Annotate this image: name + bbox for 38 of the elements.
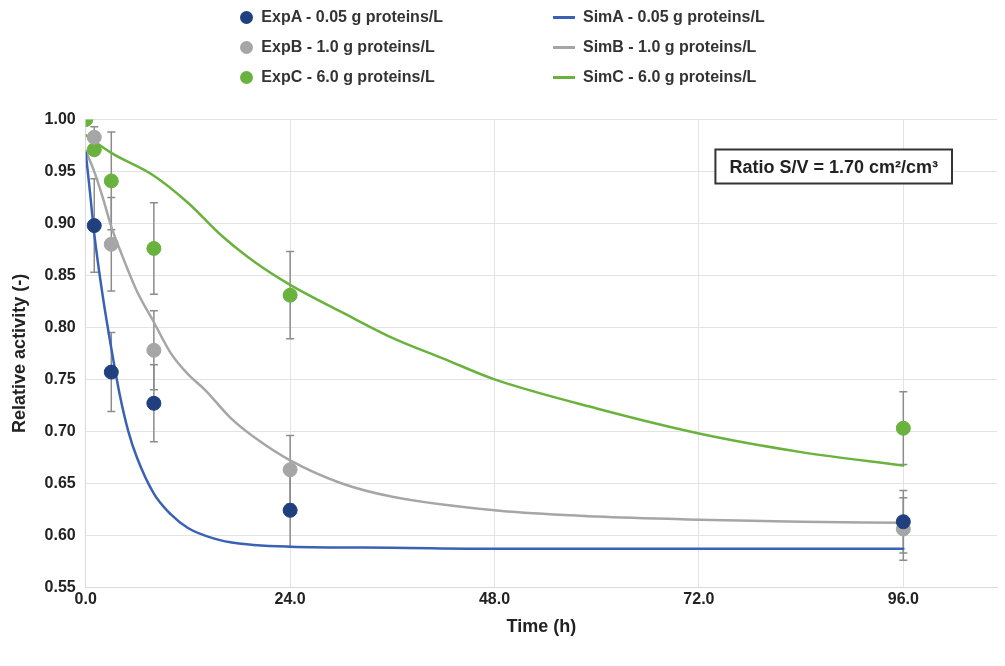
point xyxy=(86,218,102,234)
legend-label: SimB - 1.0 g proteins/L xyxy=(583,38,757,56)
y-axis-title: Relative activity (-) xyxy=(8,273,29,433)
y-tick-label: 0.55 xyxy=(44,577,76,595)
point xyxy=(895,420,911,436)
point xyxy=(282,287,298,303)
y-tick-label: 0.85 xyxy=(44,265,76,283)
annotation: Ratio S/V = 1.70 cm²/cm³ xyxy=(729,156,939,177)
y-tick-label: 1.00 xyxy=(44,110,76,128)
x-tick-label: 48.0 xyxy=(478,590,511,608)
legend-label: ExpC - 6.0 g proteins/L xyxy=(261,68,435,86)
y-tick-label: 0.90 xyxy=(44,213,76,231)
legend-label: ExpA - 0.05 g proteins/L xyxy=(261,8,443,26)
point xyxy=(146,395,162,411)
point xyxy=(103,173,119,189)
x-tick-label: 0.0 xyxy=(74,590,97,608)
point xyxy=(86,142,102,158)
legend-label: SimC - 6.0 g proteins/L xyxy=(583,68,757,86)
x-tick-label: 72.0 xyxy=(683,590,715,608)
point xyxy=(103,236,119,252)
y-tick-label: 0.70 xyxy=(44,421,76,439)
point xyxy=(146,342,162,358)
x-axis-title: Time (h) xyxy=(506,616,577,637)
y-tick-label: 0.80 xyxy=(44,317,76,335)
legend-label: SimA - 0.05 g proteins/L xyxy=(583,8,765,26)
point xyxy=(282,462,298,478)
point xyxy=(895,514,911,530)
y-tick-label: 0.95 xyxy=(44,161,76,179)
point xyxy=(146,240,162,256)
point xyxy=(103,364,119,380)
x-tick-label: 96.0 xyxy=(887,590,919,608)
point xyxy=(86,129,102,145)
y-tick-label: 0.60 xyxy=(44,525,76,543)
legend-label: ExpB - 1.0 g proteins/L xyxy=(261,38,435,56)
point xyxy=(282,502,298,518)
y-tick-label: 0.75 xyxy=(44,369,76,387)
x-tick-label: 24.0 xyxy=(274,590,306,608)
y-tick-label: 0.65 xyxy=(44,473,76,491)
